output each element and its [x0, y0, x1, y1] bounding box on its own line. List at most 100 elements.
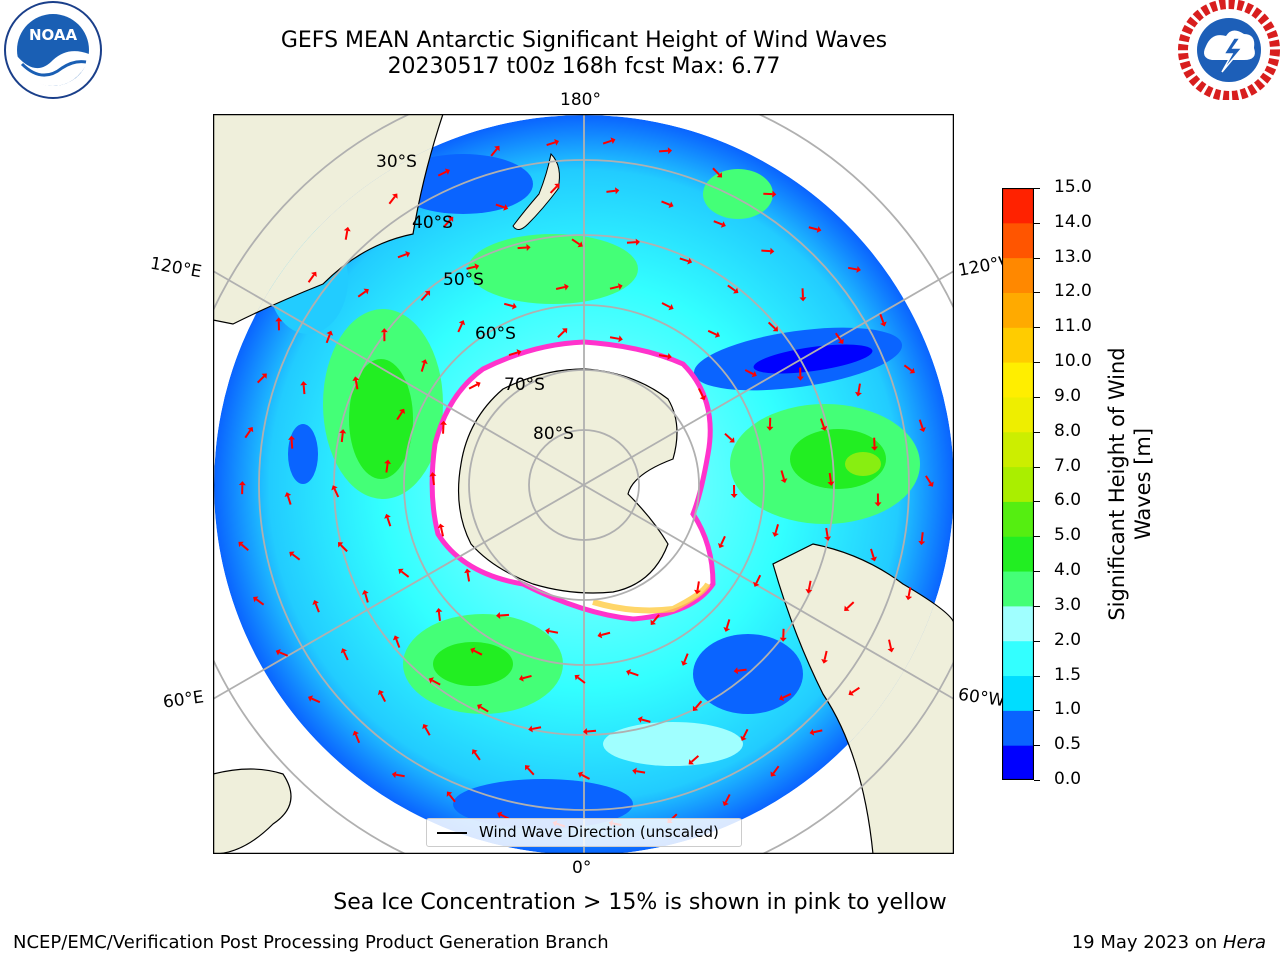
wind-wave-arrow	[828, 472, 832, 483]
colorbar-tick-mark	[1034, 675, 1040, 677]
colorbar-tick-label: 5.0	[1054, 525, 1082, 546]
wind-wave-arrow-head	[444, 168, 450, 175]
wind-wave-arrow-head	[380, 328, 388, 333]
wind-wave-arrow	[555, 286, 566, 290]
wind-wave-arrow	[727, 284, 736, 292]
wind-wave-arrow-head	[470, 647, 476, 654]
wind-wave-arrow	[661, 302, 671, 308]
wind-wave-arrow	[636, 770, 646, 774]
wind-wave-arrow	[903, 364, 913, 372]
wind-wave-arrow-head	[392, 635, 400, 641]
lon-label-180: 180°	[560, 90, 601, 110]
wind-wave-arrow-head	[399, 408, 405, 414]
land-africa	[213, 768, 292, 854]
wind-wave-arrow	[397, 253, 407, 259]
wind-wave-arrow	[311, 697, 321, 704]
wind-wave-arrow	[388, 196, 396, 205]
wind-wave-arrow-head	[668, 303, 674, 311]
wind-wave-arrow	[354, 380, 359, 390]
colorbar-bin	[1002, 431, 1034, 468]
noaa-logo: NOAA	[2, 0, 104, 104]
wind-wave-arrow	[396, 411, 403, 421]
colorbar-tick-label: 1.5	[1054, 664, 1082, 685]
wind-wave-arrow	[490, 148, 498, 157]
wind-wave-arrow	[479, 706, 489, 713]
wind-wave-arrow	[744, 369, 754, 375]
wind-wave-arrow-head	[312, 600, 319, 606]
colorbar-tick-mark	[1034, 257, 1040, 259]
colorbar-bin	[1002, 640, 1034, 677]
wind-wave-arrow-head	[844, 605, 850, 611]
wind-wave-arrow	[468, 383, 478, 390]
wind-wave-arrow	[834, 332, 842, 342]
wind-wave-arrow-head	[729, 437, 735, 443]
wind-wave-arrow-head	[918, 540, 926, 546]
wind-wave-arrow	[658, 354, 669, 358]
wind-wave-arrow-head	[288, 435, 296, 440]
colorbar-bin	[1002, 745, 1034, 781]
wind-wave-arrow	[724, 432, 733, 441]
wind-wave-arrow	[340, 544, 348, 553]
wind-wave-arrow-head	[496, 612, 501, 619]
wind-wave-arrow	[888, 639, 892, 649]
wind-wave-arrow	[870, 548, 875, 558]
colorbar-bin	[1002, 292, 1034, 328]
wind-wave-arrow-head	[340, 648, 348, 654]
wind-wave-arrow-head	[424, 290, 431, 296]
wind-wave-arrow	[767, 321, 776, 330]
wind-wave-arrow-head	[740, 735, 747, 741]
wind-wave-arrow	[907, 587, 912, 597]
wind-wave-arrow-head	[766, 426, 774, 431]
colorbar-tick-label: 6.0	[1054, 490, 1082, 511]
wind-wave-arrow	[683, 653, 689, 663]
wind-wave-arrow-head	[772, 326, 779, 332]
colorbar-tick-label: 14.0	[1054, 211, 1092, 232]
wind-wave-arrow	[661, 200, 671, 206]
wind-wave-arrow-head	[447, 216, 454, 223]
land-antarctica	[457, 368, 678, 594]
wind-wave-arrow-head	[516, 349, 522, 356]
wind-wave-arrow-head	[261, 373, 267, 379]
wind-wave-arrow-head	[477, 703, 483, 710]
wind-wave-arrow	[508, 351, 518, 357]
wind-wave-arrow	[724, 793, 731, 803]
wind-wave-arrow	[440, 527, 445, 537]
wind-wave-arrow-head	[626, 669, 632, 676]
colorbar-tick-label: 11.0	[1054, 316, 1092, 337]
wind-wave-arrow	[652, 614, 660, 623]
wind-wave-arrow-head	[384, 513, 391, 519]
wind-wave-arrow-head	[554, 183, 560, 189]
wind-wave-arrow	[602, 139, 612, 145]
lon-label-120e: 120°E	[148, 253, 204, 283]
wind-wave-arrow-head	[730, 493, 738, 498]
colorbar-tick-mark	[1034, 431, 1040, 433]
wind-wave-arrow	[466, 265, 476, 270]
wind-wave-arrow-head	[632, 767, 637, 775]
wind-wave-arrow	[772, 765, 780, 775]
wind-wave-arrow-head	[528, 725, 533, 733]
colorbar-tick-label: 15.0	[1054, 177, 1092, 197]
wind-wave-arrow-head	[326, 330, 334, 336]
colorbar-tick-mark	[1034, 571, 1040, 573]
colorbar-tick-mark	[1034, 327, 1040, 329]
colorbar-bin	[1002, 396, 1034, 433]
colorbar-bin	[1002, 257, 1034, 293]
wind-wave-arrow-head	[311, 271, 317, 277]
lat-label-80s: 80°S	[533, 424, 574, 444]
wind-wave-arrow	[606, 189, 616, 193]
wind-wave-arrow	[531, 726, 542, 730]
lon-label-0: 0°	[572, 858, 592, 878]
wind-wave-arrow-head	[905, 595, 913, 601]
wind-wave-arrow	[761, 249, 771, 253]
wind-wave-arrow	[920, 532, 924, 542]
wind-wave-arrow-head	[821, 658, 828, 664]
wind-wave-arrow	[255, 598, 265, 606]
wind-wave-arrow-head	[838, 338, 844, 344]
wind-wave-arrow	[857, 383, 861, 393]
wind-wave-arrow-head	[720, 221, 726, 228]
wind-wave-arrow-head	[352, 376, 360, 381]
wind-wave-arrow-head	[681, 660, 688, 666]
wind-wave-arrow-head	[716, 172, 723, 178]
wind-wave-arrow	[314, 603, 320, 613]
colorbar-bin	[1002, 362, 1034, 398]
